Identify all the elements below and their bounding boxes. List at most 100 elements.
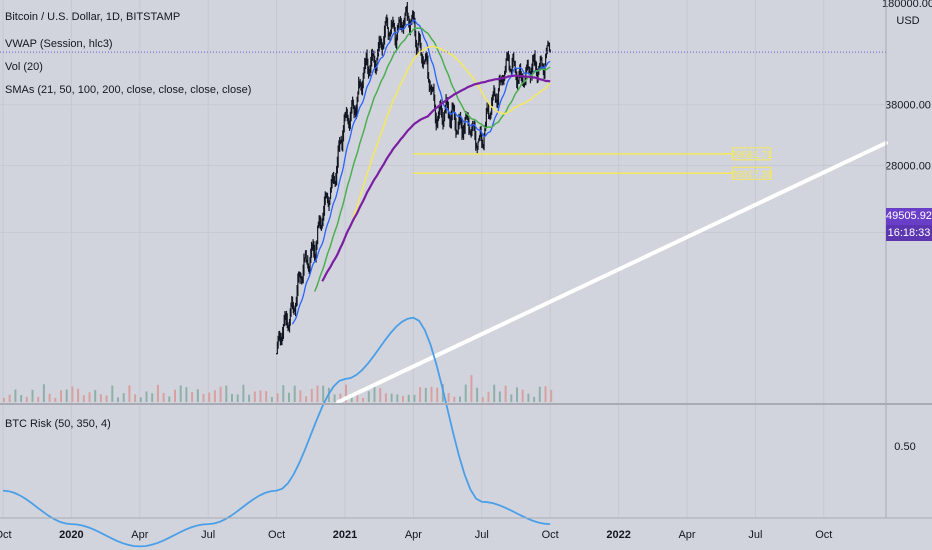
- time-axis-label: Jul: [748, 529, 762, 541]
- volume-bar: [225, 385, 228, 402]
- price-level-box: [732, 166, 772, 180]
- risk-axis-label: 0.50: [894, 441, 915, 453]
- volume-bar: [288, 392, 290, 402]
- volume-bar: [122, 393, 125, 402]
- volume-bar: [333, 394, 336, 402]
- volume-bar: [162, 393, 165, 402]
- volume-bar: [248, 394, 251, 402]
- volume-bar: [305, 396, 308, 402]
- price-axis-currency: USD: [896, 15, 919, 27]
- volume-bar: [487, 391, 490, 402]
- sma200-line: [321, 74, 551, 282]
- volume-bar: [3, 397, 5, 402]
- volume-bar: [544, 386, 547, 402]
- volume-bar: [453, 396, 456, 402]
- volume-bar: [82, 395, 85, 402]
- volume-bar: [550, 389, 553, 402]
- legend-vwap[interactable]: VWAP (Session, hlc3): [5, 38, 113, 50]
- volume-bar: [208, 392, 211, 402]
- volume-bar: [42, 384, 45, 402]
- price-series: [276, 2, 551, 355]
- volume-bar: [379, 387, 382, 402]
- volume-bar: [345, 384, 347, 402]
- volume-bar: [139, 397, 142, 402]
- legend-btc-risk[interactable]: BTC Risk (50, 350, 4): [5, 418, 111, 430]
- time-axis-label: 2022: [606, 529, 630, 541]
- trendline: [336, 141, 888, 404]
- volume-bar: [493, 384, 496, 402]
- time-axis-label: Apr: [131, 529, 148, 541]
- price-level-label: 26917.38: [731, 169, 773, 180]
- volume-bar: [71, 386, 74, 402]
- volume-bar: [242, 384, 245, 402]
- volume-bar: [259, 390, 262, 402]
- volume-bar: [447, 392, 450, 402]
- btc-risk-line: [2, 316, 551, 548]
- volume-bar: [481, 397, 484, 402]
- volume-bar: [213, 390, 216, 402]
- volume-bar: [436, 387, 439, 402]
- volume-bar: [168, 396, 171, 402]
- sma50-line: [313, 27, 551, 292]
- volume-bar: [151, 393, 154, 402]
- volume-bar: [88, 392, 91, 402]
- volume-bar: [174, 389, 176, 402]
- bar-countdown-tag: 16:18:33: [886, 225, 932, 241]
- volume-bar: [504, 385, 507, 402]
- volume-bar: [253, 391, 256, 402]
- volume-bar: [185, 387, 188, 402]
- volume-bar: [430, 386, 433, 402]
- price-axis-label: 180000.00: [882, 0, 932, 10]
- volume-bar: [339, 393, 342, 402]
- volume-bar: [293, 385, 296, 402]
- volume-bar: [276, 393, 279, 402]
- volume-bar: [236, 394, 239, 402]
- price-axis-label: 38000.00: [885, 100, 931, 112]
- time-axis-label: Oct: [542, 529, 559, 541]
- volume-bar: [134, 394, 137, 402]
- volume-bar: [231, 393, 233, 402]
- grid-lines: [0, 0, 886, 518]
- volume-bar: [128, 385, 131, 402]
- volume-bar: [413, 394, 416, 402]
- volume-bar: [219, 386, 222, 402]
- volume-bar: [60, 390, 62, 402]
- volume-bar: [145, 391, 148, 402]
- volume-bar: [356, 394, 359, 402]
- volume-bar: [179, 385, 182, 402]
- volume-bar: [538, 386, 541, 402]
- volume-bar: [191, 392, 194, 402]
- volume-bar: [299, 390, 302, 402]
- volume-bar: [316, 385, 319, 402]
- volume-bar: [48, 393, 51, 402]
- volume-bar: [396, 394, 399, 402]
- volume-bar: [111, 385, 114, 402]
- sma100-line: [321, 45, 551, 282]
- volume-bar: [105, 395, 108, 402]
- legend-volume[interactable]: Vol (20): [5, 61, 43, 73]
- price-axis-label: 28000.00: [885, 160, 931, 172]
- volume-bar: [117, 397, 119, 402]
- volume-bar: [510, 394, 513, 402]
- volume-bar: [407, 394, 410, 402]
- volume-bar: [373, 386, 376, 402]
- volume-bar: [521, 389, 524, 402]
- volume-bar: [202, 393, 205, 402]
- volume-bar: [25, 396, 28, 402]
- legend-main-symbol[interactable]: Bitcoin / U.S. Dollar, 1D, BITSTAMP: [5, 11, 181, 23]
- volume-bar: [459, 396, 461, 402]
- volume-bar: [322, 385, 325, 402]
- legend-smas[interactable]: SMAs (21, 50, 100, 200, close, close, cl…: [5, 84, 252, 96]
- volume-bar: [470, 375, 473, 402]
- volume-bar: [156, 384, 159, 402]
- volume-bar: [14, 389, 17, 402]
- volume-bar: [419, 387, 422, 402]
- volume-bar: [8, 394, 11, 402]
- time-axis-label: Apr: [678, 529, 695, 541]
- volume-bar: [94, 390, 97, 402]
- volume-bar: [31, 389, 34, 402]
- time-axis-label: Oct: [268, 529, 285, 541]
- volume-bar: [498, 391, 501, 402]
